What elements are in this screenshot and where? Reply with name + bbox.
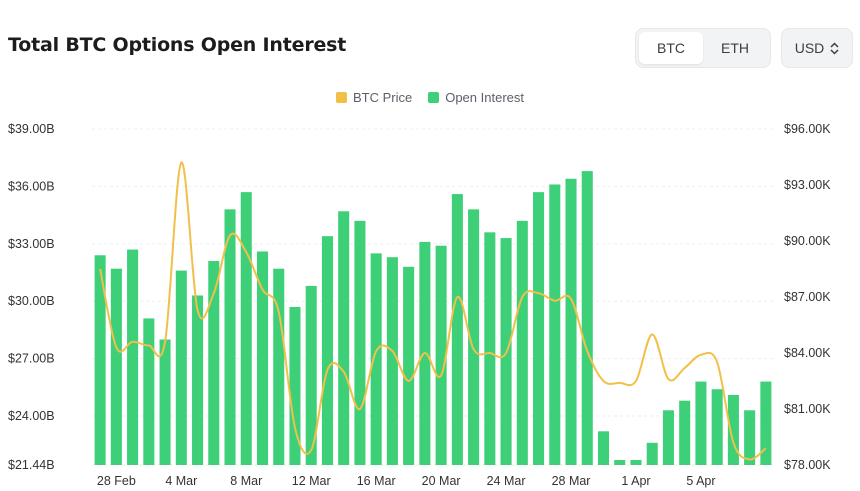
y-left-tick-label: $39.00B (8, 122, 55, 136)
oi-bar (386, 257, 398, 465)
y-left-tick-label: $21.44B (8, 458, 55, 472)
oi-bar (94, 255, 106, 465)
y-right-tick-label: $78.00K (784, 458, 831, 472)
y-left-tick-label: $30.00B (8, 294, 55, 308)
oi-bar (451, 194, 463, 465)
oi-bar (354, 220, 366, 465)
oi-bar (679, 400, 691, 465)
asset-toggle: BTC ETH (635, 28, 771, 68)
oi-bar (484, 232, 496, 465)
x-tick-label: 24 Mar (487, 474, 526, 488)
y-left-tick-label: $27.00B (8, 352, 55, 366)
y-right-tick-label: $96.00K (784, 122, 831, 136)
y-right-tick-label: $81.00K (784, 402, 831, 416)
y-left-tick-label: $33.00B (8, 237, 55, 251)
legend-item-price[interactable]: BTC Price (335, 90, 413, 105)
oi-bar (370, 253, 382, 465)
oi-bar (175, 270, 187, 465)
legend-swatch-oi (428, 92, 440, 103)
y-left-tick-label: $36.00B (8, 179, 55, 193)
legend-swatch-price (335, 92, 347, 103)
oi-bar (581, 171, 593, 465)
y-right-tick-label: $90.00K (784, 234, 831, 248)
y-left-tick-label: $24.00B (8, 409, 55, 423)
oi-bar (338, 211, 350, 465)
page-title: Total BTC Options Open Interest (8, 34, 347, 56)
y-right-tick-label: $93.00K (784, 178, 831, 192)
oi-bar (305, 285, 317, 465)
oi-bar (727, 394, 739, 465)
oi-bar (159, 339, 171, 465)
legend-label-oi: Open Interest (445, 90, 524, 105)
oi-bar (760, 381, 772, 465)
price-line (99, 161, 767, 461)
legend-label-price: BTC Price (352, 90, 413, 105)
oi-bar (695, 381, 707, 465)
oi-bar (662, 410, 674, 465)
oi-bar (614, 460, 626, 465)
chart-legend: BTC Price Open Interest (0, 90, 860, 105)
x-tick-label: 4 Mar (165, 474, 197, 488)
tab-btc[interactable]: BTC (639, 32, 703, 64)
oi-bar (110, 268, 122, 465)
oi-bar (240, 192, 252, 466)
x-tick-label: 16 Mar (357, 474, 396, 488)
x-tick-label: 28 Feb (97, 474, 136, 488)
oi-bar (565, 178, 577, 465)
oi-bar (256, 251, 269, 465)
oi-bar (127, 249, 139, 465)
oi-bar (224, 209, 236, 465)
x-tick-label: 1 Apr (621, 474, 650, 488)
y-right-tick-label: $87.00K (784, 290, 831, 304)
tab-eth[interactable]: ETH (721, 40, 749, 56)
oi-bar (208, 261, 220, 465)
oi-bar (321, 236, 333, 465)
oi-bar (468, 209, 480, 465)
oi-bar (597, 431, 610, 465)
chevron-updown-icon (830, 41, 839, 55)
oi-bar (646, 442, 658, 465)
oi-bar (403, 266, 415, 465)
oi-bar (143, 318, 155, 465)
legend-item-oi[interactable]: Open Interest (428, 90, 524, 105)
x-tick-label: 12 Mar (292, 474, 331, 488)
oi-bar (192, 295, 204, 465)
x-tick-label: 20 Mar (422, 474, 461, 488)
currency-select[interactable]: USD (781, 28, 853, 68)
oi-bar (630, 460, 642, 465)
oi-bar (549, 184, 561, 465)
oi-bar (273, 268, 285, 465)
x-tick-label: 8 Mar (230, 474, 262, 488)
oi-bar (289, 306, 301, 465)
oi-bar (533, 192, 545, 466)
oi-bar (711, 389, 723, 465)
x-tick-label: 28 Mar (552, 474, 591, 488)
oi-bar (435, 245, 447, 465)
oi-bar (516, 220, 528, 465)
oi-bar (744, 410, 756, 465)
currency-label: USD (794, 40, 825, 56)
x-tick-label: 5 Apr (686, 474, 715, 488)
y-right-tick-label: $84.00K (784, 346, 831, 360)
